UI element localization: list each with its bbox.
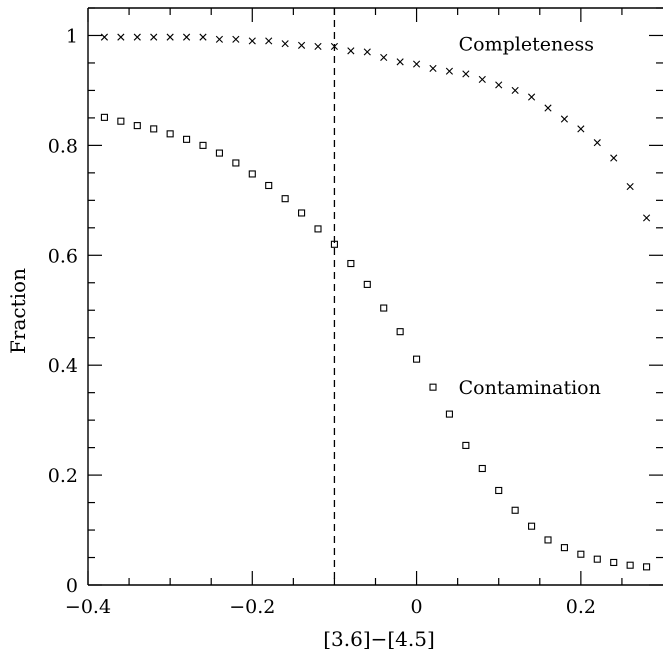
series-contamination xyxy=(100,113,651,571)
contamination-point xyxy=(166,130,174,138)
contamination-point xyxy=(445,410,453,418)
contamination-point xyxy=(314,225,322,233)
completeness-point xyxy=(478,75,486,84)
completeness-point xyxy=(396,58,404,66)
contamination-point xyxy=(100,113,108,121)
completeness-point xyxy=(363,48,371,56)
contamination-point xyxy=(183,135,191,143)
y-tick-label: 1 xyxy=(66,25,78,47)
y-tick-label: 0.8 xyxy=(48,135,78,157)
contamination-point xyxy=(413,355,421,363)
y-tick-label: 0 xyxy=(66,575,78,597)
completeness-point xyxy=(412,60,421,68)
y-axis-title: Fraction xyxy=(6,268,30,354)
completeness-point xyxy=(265,37,273,45)
completeness-point xyxy=(577,125,585,133)
completeness-point xyxy=(314,42,322,51)
completeness-point xyxy=(297,41,306,49)
completeness-point xyxy=(445,67,454,75)
contamination-point xyxy=(298,209,306,217)
axis-ticks xyxy=(87,7,663,586)
axes-frame xyxy=(87,7,663,586)
completeness-point xyxy=(560,115,569,123)
completeness-point xyxy=(380,53,388,62)
contamination-point xyxy=(215,149,223,157)
series-completeness xyxy=(100,33,651,222)
contamination-point xyxy=(511,506,519,514)
contamination-point xyxy=(232,159,240,167)
contamination-point xyxy=(593,555,601,563)
completeness-point xyxy=(462,70,470,78)
contamination-point xyxy=(248,170,256,178)
contamination-point xyxy=(380,304,388,312)
x-axis-title: [3.6]−[4.5] xyxy=(323,627,435,651)
completeness-point xyxy=(527,93,536,101)
x-tick-label: 0 xyxy=(411,596,423,618)
completeness-point xyxy=(330,42,339,51)
contamination-point xyxy=(150,125,158,133)
completeness-point xyxy=(199,33,207,41)
completeness-point xyxy=(150,33,158,41)
completeness-point xyxy=(610,154,618,162)
completeness-point xyxy=(232,35,240,43)
completeness-point xyxy=(511,86,519,95)
annotation-completeness: Completeness xyxy=(459,34,594,56)
completeness-point xyxy=(642,214,651,222)
contamination-point xyxy=(610,558,618,567)
y-tick-labels: 0 0.2 0.4 0.6 0.8 1 xyxy=(48,25,78,597)
contamination-point xyxy=(478,464,486,473)
contamination-point xyxy=(265,181,273,190)
completeness-point xyxy=(495,81,503,89)
contamination-point xyxy=(429,383,437,391)
completeness-point xyxy=(182,33,191,41)
contamination-point xyxy=(626,561,634,569)
annotation-contamination: Contamination xyxy=(459,377,601,399)
completeness-point xyxy=(544,104,552,112)
contamination-point xyxy=(363,280,371,288)
y-tick-label: 0.4 xyxy=(48,355,78,377)
contamination-point xyxy=(462,441,470,449)
contamination-point xyxy=(330,240,338,248)
x-tick-label: −0.2 xyxy=(229,596,275,618)
annotations: Completeness Contamination xyxy=(459,34,601,399)
contamination-point xyxy=(560,544,568,552)
completeness-point xyxy=(281,40,289,48)
completeness-point xyxy=(215,35,224,43)
completeness-point xyxy=(248,37,256,45)
contamination-point xyxy=(577,550,585,558)
contamination-point xyxy=(495,486,503,495)
completeness-point xyxy=(626,183,634,191)
contamination-point xyxy=(133,122,141,130)
y-tick-label: 0.2 xyxy=(48,465,78,487)
completeness-point xyxy=(100,33,109,41)
completeness-point xyxy=(133,33,141,41)
contamination-point xyxy=(281,195,289,203)
contamination-point xyxy=(396,328,404,336)
y-tick-label: 0.6 xyxy=(48,245,78,267)
x-tick-label: −0.4 xyxy=(65,596,111,618)
contamination-point xyxy=(199,141,207,149)
contamination-point xyxy=(643,563,651,571)
contamination-point xyxy=(544,536,552,544)
completeness-point xyxy=(117,33,125,41)
contamination-point xyxy=(528,522,536,530)
completeness-point xyxy=(593,139,601,147)
contamination-point xyxy=(347,259,355,268)
x-tick-labels: −0.4 −0.2 0 0.2 xyxy=(65,596,596,618)
completeness-point xyxy=(166,33,174,41)
completeness-point xyxy=(347,47,355,55)
x-tick-label: 0.2 xyxy=(566,596,596,618)
completeness-point xyxy=(429,64,437,73)
contamination-point xyxy=(117,117,125,125)
